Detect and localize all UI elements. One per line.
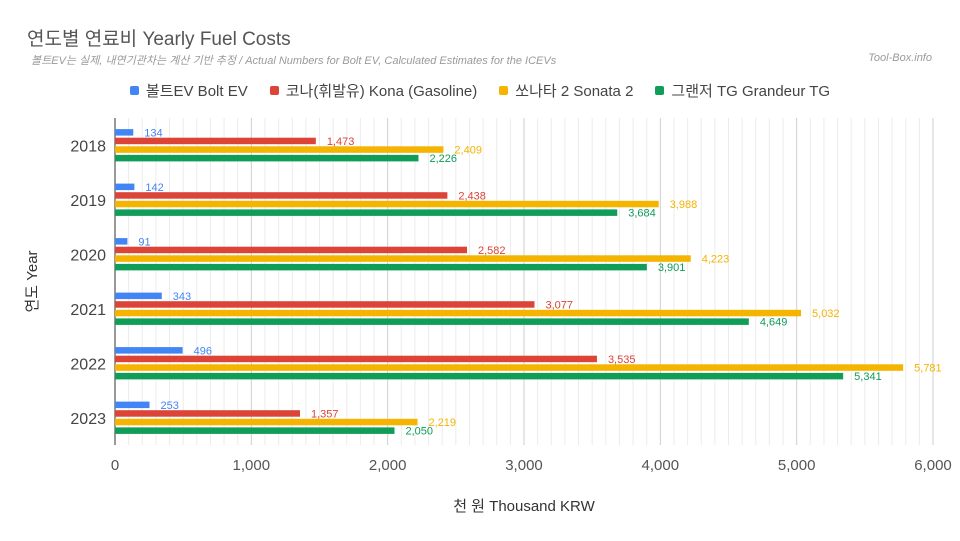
bar-series-0 [115,238,128,245]
bar-series-3 [115,263,647,271]
x-tick-label: 0 [111,457,119,474]
x-tick-label: 3,000 [505,457,543,474]
bar-series-1 [115,410,301,417]
x-tick-label: 1,000 [233,457,271,474]
bar-series-3 [115,427,395,434]
legend-label-sonata: 쏘나타 2 Sonata 2 [515,83,634,100]
legend-item-bolt-ev[interactable]: 볼트EV Bolt EV [129,80,248,101]
legend-item-kona[interactable]: 코나(휘발유) Kona (Gasoline) [269,80,478,101]
data-label-series-1: 1,473 [327,136,355,148]
data-label-series-3: 2,226 [429,153,457,165]
bar-series-2 [115,146,444,153]
data-label-series-1: 2,438 [458,190,486,202]
bar-series-1 [115,355,597,363]
bar-series-0 [115,401,150,409]
data-label-series-1: 2,582 [478,245,506,257]
bar-series-2 [115,364,904,371]
data-label-series-1: 1,357 [311,408,339,420]
bar-series-1 [115,301,535,308]
bar-series-3 [115,154,419,162]
legend-label-grandeur: 그랜저 TG Grandeur TG [671,83,831,100]
data-label-series-3: 3,684 [628,208,656,220]
y-category-label: 2020 [70,247,106,264]
y-category-label: 2022 [70,356,106,373]
legend-swatch-kona [269,86,279,95]
bar-series-2 [115,309,802,317]
chart-legend: 볼트EV Bolt EV 코나(휘발유) Kona (Gasoline) 쏘나타… [0,80,960,101]
bar-series-0 [115,129,134,136]
data-label-series-1: 3,077 [545,299,573,311]
chart-title: 연도별 연료비 Yearly Fuel Costs [27,29,291,50]
y-category-label: 2019 [70,193,106,210]
bar-series-3 [115,209,618,216]
data-label-series-0: 253 [160,400,178,412]
y-category-label: 2018 [70,138,106,155]
bar-series-1 [115,137,316,145]
data-label-series-0: 91 [138,236,150,248]
data-label-series-3: 5,341 [854,371,882,383]
y-axis-title: 연도 Year [24,250,41,312]
data-label-series-0: 134 [144,127,162,139]
bar-series-3 [115,318,749,325]
data-label-series-3: 2,050 [405,426,433,438]
bar-series-2 [115,200,659,208]
data-label-series-2: 3,988 [670,199,698,211]
bar-series-2 [115,418,418,426]
data-label-series-1: 3,535 [608,354,636,366]
x-tick-label: 4,000 [642,457,680,474]
bar-series-1 [115,192,448,199]
data-label-series-0: 142 [145,182,163,194]
y-category-label: 2023 [70,411,106,428]
bar-series-1 [115,246,468,254]
data-label-series-3: 3,901 [658,262,686,274]
y-category-label: 2021 [70,302,106,319]
data-label-series-2: 2,219 [429,417,457,429]
legend-swatch-bolt-ev [129,86,139,95]
data-label-series-3: 4,649 [760,317,788,329]
data-label-series-2: 5,032 [812,308,840,320]
legend-swatch-grandeur [655,86,665,95]
bar-series-2 [115,255,691,262]
data-label-series-0: 343 [173,291,191,303]
x-tick-label: 2,000 [369,457,407,474]
legend-item-grandeur[interactable]: 그랜저 TG Grandeur TG [655,80,830,101]
x-axis-title: 천 원 Thousand KRW [453,498,595,515]
legend-swatch-sonata [499,86,509,95]
legend-label-kona: 코나(휘발유) Kona (Gasoline) [285,83,478,100]
chart-subtitle: 볼트EV는 실제, 내연기관차는 계산 기반 추정 / Actual Numbe… [31,55,557,67]
bar-series-0 [115,183,135,191]
chart-credit: Tool-Box.info [868,52,932,64]
data-label-series-2: 5,781 [914,362,942,374]
data-label-series-2: 2,409 [454,144,482,156]
x-tick-label: 5,000 [778,457,816,474]
bar-series-0 [115,292,162,300]
bar-series-3 [115,372,844,380]
data-label-series-2: 4,223 [702,253,730,265]
legend-item-sonata[interactable]: 쏘나타 2 Sonata 2 [499,80,633,101]
x-tick-label: 6,000 [914,457,952,474]
legend-label-bolt-ev: 볼트EV Bolt EV [145,83,248,100]
bar-series-0 [115,347,183,354]
data-label-series-0: 496 [194,345,212,357]
